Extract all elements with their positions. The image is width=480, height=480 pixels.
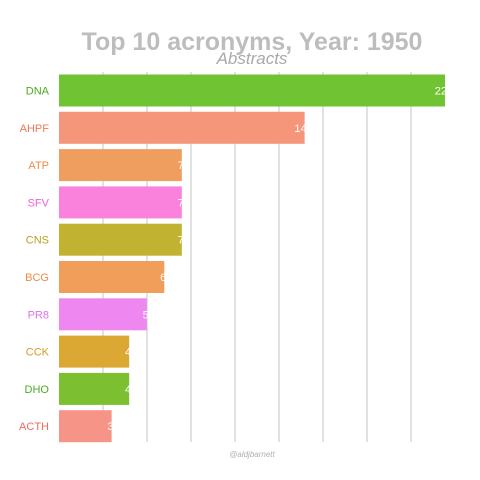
value-label-dna: 22 bbox=[435, 86, 447, 98]
category-label-sfv: SFV bbox=[28, 197, 50, 209]
bar-pr8 bbox=[59, 298, 147, 331]
value-label-atp: 7 bbox=[178, 160, 184, 172]
bar-cck bbox=[59, 335, 130, 368]
bar-dna bbox=[59, 74, 445, 107]
value-label-acth: 3 bbox=[108, 421, 114, 433]
category-labels: DNA AHPF ATP SFV CNS BCG PR8 CCK DHO ACTH bbox=[19, 86, 50, 434]
bar-ahpf bbox=[59, 111, 305, 144]
value-label-cck: 4 bbox=[125, 347, 131, 359]
category-label-dna: DNA bbox=[26, 86, 50, 98]
bar-bcg bbox=[59, 261, 165, 293]
bar-sfv bbox=[59, 186, 182, 219]
bar-atp bbox=[59, 149, 182, 182]
value-label-ahpf: 14 bbox=[294, 123, 306, 135]
value-label-sfv: 7 bbox=[178, 197, 184, 209]
bar-acth bbox=[59, 410, 112, 443]
value-label-pr8: 5 bbox=[143, 309, 149, 321]
bar-cns bbox=[59, 223, 182, 256]
chart-caption: @aldjbarnett bbox=[229, 450, 275, 459]
value-label-cns: 7 bbox=[178, 235, 184, 247]
value-labels: 22 14 7 7 7 6 5 4 4 3 bbox=[108, 86, 447, 434]
chart-title: Top 10 acronyms, Year: 1950 bbox=[82, 28, 423, 56]
chart-subtitle: Abstracts bbox=[216, 49, 288, 68]
category-label-pr8: PR8 bbox=[28, 309, 49, 321]
category-label-ahpf: AHPF bbox=[20, 123, 50, 135]
category-label-bcg: BCG bbox=[25, 272, 49, 284]
category-label-dho: DHO bbox=[25, 384, 50, 396]
bars bbox=[59, 74, 445, 443]
category-label-cns: CNS bbox=[26, 235, 49, 247]
category-label-acth: ACTH bbox=[19, 421, 49, 433]
category-label-atp: ATP bbox=[28, 160, 49, 172]
bar-dho bbox=[59, 372, 130, 405]
value-label-bcg: 6 bbox=[160, 272, 166, 284]
value-label-dho: 4 bbox=[125, 384, 131, 396]
category-label-cck: CCK bbox=[26, 347, 50, 359]
